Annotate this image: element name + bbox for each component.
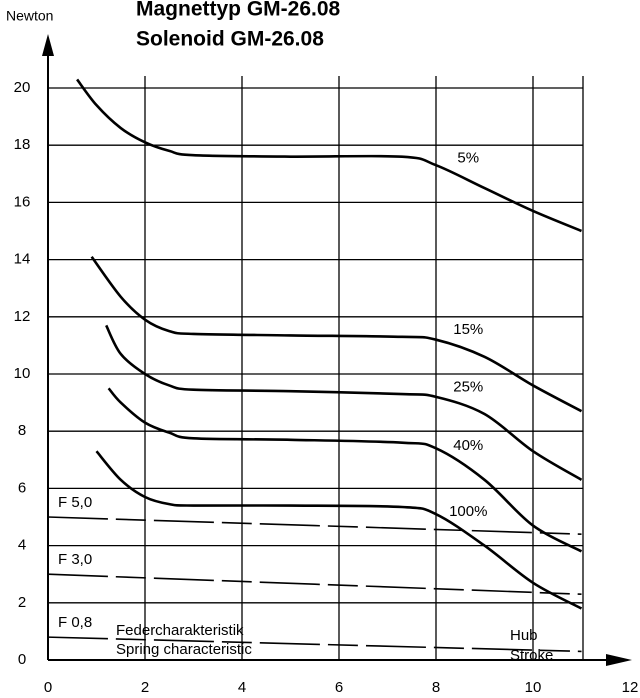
series-label: 40% xyxy=(453,437,483,454)
x-tick-label: 4 xyxy=(238,679,246,696)
annotation: Federcharakteristik xyxy=(116,622,244,639)
x-tick-label: 12 xyxy=(622,679,639,696)
x-tick-label: 8 xyxy=(432,679,440,696)
x-tick-label: 0 xyxy=(44,679,52,696)
spring-line xyxy=(47,636,582,653)
y-tick-label: 16 xyxy=(14,193,31,210)
force-curve xyxy=(105,324,583,481)
force-curve xyxy=(76,78,582,233)
spring-line xyxy=(47,573,582,596)
y-axis-arrow xyxy=(42,34,54,56)
y-tick-label: 20 xyxy=(14,79,31,96)
force-curve xyxy=(107,387,583,553)
force-curve xyxy=(90,255,583,413)
y-tick-label: 10 xyxy=(14,365,31,382)
y-tick-label: 14 xyxy=(14,251,31,268)
series-label: 100% xyxy=(449,503,487,520)
y-axis-label: Newton xyxy=(6,8,53,24)
x-axis-arrow xyxy=(606,654,632,666)
x-tick-label: 6 xyxy=(335,679,343,696)
chart-subtitle: Solenoid GM-26.08 xyxy=(136,28,324,51)
x-tick-label: 10 xyxy=(525,679,542,696)
x-axis-label: Hub xyxy=(510,627,538,644)
series-label: F 0,8 xyxy=(58,614,92,631)
y-tick-label: 2 xyxy=(18,594,26,611)
chart-title: Magnettyp GM-26.08 xyxy=(136,0,341,21)
y-tick-label: 0 xyxy=(18,651,26,668)
y-tick-label: 18 xyxy=(14,136,31,153)
x-tick-label: 2 xyxy=(141,679,149,696)
annotation: Spring characteristic xyxy=(116,641,252,658)
spring-line xyxy=(47,516,582,535)
y-tick-label: 6 xyxy=(18,479,26,496)
series-label: 25% xyxy=(453,378,483,395)
series-label: F 3,0 xyxy=(58,551,92,568)
series-label: 15% xyxy=(453,321,483,338)
y-tick-label: 12 xyxy=(14,308,31,325)
y-tick-label: 8 xyxy=(18,422,26,439)
force-curve xyxy=(95,450,583,610)
series-label: 5% xyxy=(457,150,479,167)
series-label: F 5,0 xyxy=(58,494,92,511)
y-tick-label: 4 xyxy=(18,537,26,554)
